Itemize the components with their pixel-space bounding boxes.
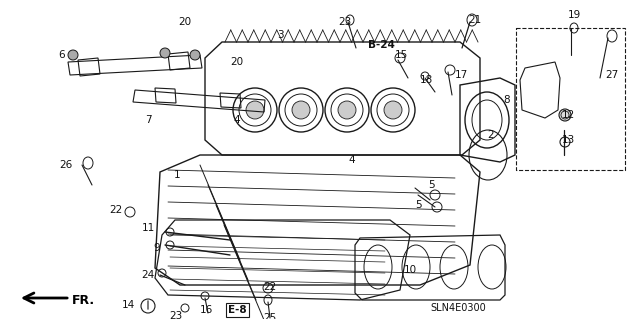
Ellipse shape (190, 50, 200, 60)
Ellipse shape (384, 101, 402, 119)
Text: SLN4E0300: SLN4E0300 (430, 303, 486, 313)
Text: 24: 24 (141, 270, 155, 280)
Text: 11: 11 (141, 223, 155, 233)
Text: 23: 23 (339, 17, 351, 27)
Text: 8: 8 (504, 95, 510, 105)
Ellipse shape (68, 50, 78, 60)
Text: B-24: B-24 (368, 40, 395, 50)
Text: 25: 25 (264, 313, 276, 319)
Text: E-8: E-8 (228, 305, 246, 315)
Text: 18: 18 (420, 75, 433, 85)
Text: 23: 23 (170, 311, 182, 319)
Text: 27: 27 (605, 70, 618, 80)
Text: 22: 22 (263, 282, 276, 292)
Text: 2: 2 (487, 130, 493, 140)
Text: 14: 14 (122, 300, 135, 310)
Text: 4: 4 (234, 115, 240, 125)
Ellipse shape (160, 48, 170, 58)
Ellipse shape (292, 101, 310, 119)
Text: 10: 10 (403, 265, 417, 275)
Text: 26: 26 (59, 160, 72, 170)
Text: 5: 5 (428, 180, 435, 190)
Text: 15: 15 (395, 50, 408, 60)
Text: 17: 17 (455, 70, 468, 80)
Text: FR.: FR. (72, 293, 95, 307)
Text: 13: 13 (562, 135, 575, 145)
Text: 4: 4 (348, 155, 355, 165)
Text: 5: 5 (415, 200, 422, 210)
Text: 21: 21 (468, 15, 481, 25)
Text: 20: 20 (230, 57, 243, 67)
Text: 9: 9 (154, 243, 160, 253)
Text: 3: 3 (276, 30, 284, 40)
Text: 19: 19 (568, 10, 581, 20)
Text: 1: 1 (173, 170, 180, 180)
Text: 22: 22 (109, 205, 123, 215)
Text: 7: 7 (145, 115, 151, 125)
Text: 6: 6 (58, 50, 65, 60)
Text: 12: 12 (562, 110, 575, 120)
Text: 16: 16 (200, 305, 213, 315)
Ellipse shape (559, 109, 571, 121)
Ellipse shape (246, 101, 264, 119)
Text: 20: 20 (178, 17, 191, 27)
Ellipse shape (338, 101, 356, 119)
